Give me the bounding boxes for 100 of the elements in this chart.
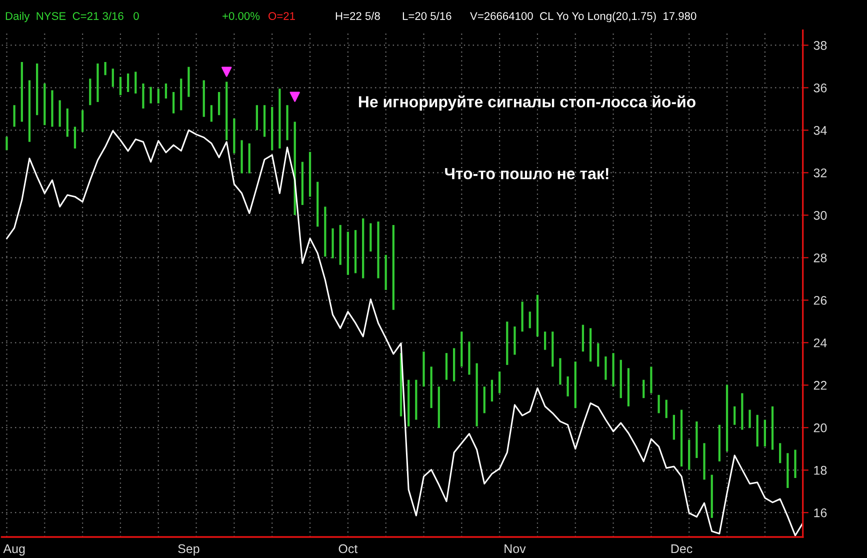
bar: [536, 294, 539, 336]
bar: [104, 62, 106, 76]
bar: [718, 424, 720, 462]
bar: [308, 152, 312, 197]
bar: [316, 182, 319, 227]
bar: [44, 83, 46, 126]
bar: [726, 384, 728, 452]
bar: [278, 88, 281, 148]
bar: [764, 420, 766, 447]
bar: [574, 362, 576, 408]
bar: [490, 380, 494, 402]
bar: [468, 342, 470, 375]
bar: [188, 66, 190, 97]
bar: [688, 440, 690, 470]
bar: [460, 332, 463, 367]
x-tick-label: Sep: [178, 544, 200, 556]
bar: [286, 105, 288, 140]
bar: [210, 105, 213, 122]
bar: [346, 232, 349, 275]
bar: [483, 386, 486, 414]
bar: [786, 453, 789, 488]
bar: [384, 254, 387, 290]
bar: [301, 162, 304, 205]
bar: [150, 86, 152, 104]
bar: [703, 443, 706, 480]
bar: [408, 380, 410, 426]
bar: [498, 372, 501, 394]
bar: [36, 63, 38, 116]
bar: [157, 88, 160, 104]
bar: [672, 414, 676, 440]
bar: [506, 322, 508, 365]
bar: [552, 332, 554, 367]
bar: [263, 105, 266, 137]
bar: [741, 393, 744, 430]
text: O=21: [268, 12, 295, 20]
bar: [6, 136, 8, 150]
y-tick-label: 30: [814, 210, 827, 220]
bar: [354, 230, 357, 274]
y-tick-label: 20: [814, 423, 827, 432]
bar: [794, 450, 796, 478]
bar: [324, 206, 326, 257]
bar: [202, 80, 205, 117]
annotation: Что-то пошло не так!: [445, 168, 608, 180]
x-tick-label: Dec: [671, 544, 692, 554]
bar: [680, 410, 683, 466]
text: V=26664100 CL Yo Yo Long(20,1.75) 17.980: [470, 12, 696, 22]
bar: [240, 140, 243, 174]
x-tick-label: Nov: [504, 544, 526, 554]
bar: [445, 353, 448, 380]
y-tick-label: 34: [814, 126, 827, 135]
bar: [658, 394, 660, 414]
bar: [392, 224, 394, 310]
bar: [453, 348, 456, 382]
y-tick-label: 32: [814, 168, 827, 178]
bar: [627, 368, 630, 406]
bar: [589, 328, 592, 362]
bar: [233, 118, 236, 154]
bar: [142, 83, 144, 109]
bar: [528, 312, 531, 328]
bar: [58, 100, 61, 127]
bar: [756, 414, 758, 447]
bar: [771, 406, 774, 450]
bar: [514, 326, 516, 355]
y-tick-label: 38: [814, 41, 827, 50]
bar: [332, 228, 334, 258]
bar: [81, 110, 84, 132]
bar: [271, 106, 274, 150]
bar: [566, 376, 569, 396]
bar: [248, 143, 250, 174]
text: H=22 5/8: [336, 12, 380, 20]
y-tick-label: 36: [814, 84, 827, 92]
bar: [119, 76, 122, 96]
y-tick-label: 26: [814, 296, 827, 305]
bar: [521, 302, 524, 332]
bar: [604, 356, 607, 380]
text: Daily NYSE C=21 3/16 0: [6, 12, 139, 22]
bar: [180, 78, 182, 110]
bar: [134, 72, 137, 94]
bar: [96, 63, 99, 102]
annotation: Не игнорируйте сигналы стоп-лосса йо-йо: [358, 95, 696, 111]
line-series: [6, 129, 803, 536]
bar: [582, 324, 584, 352]
bar: [650, 366, 652, 394]
text: L=20 5/16: [402, 12, 452, 20]
bar: [112, 68, 114, 87]
bar: [172, 92, 175, 114]
bar: [642, 380, 645, 398]
bar: [164, 83, 168, 99]
bar: [559, 358, 562, 385]
x-tick-label: Aug: [3, 544, 25, 556]
bar: [20, 62, 23, 122]
bar: [665, 400, 668, 418]
bar: [74, 126, 76, 148]
y-tick-label: 24: [814, 338, 827, 348]
bar: [779, 443, 782, 464]
bar: [438, 386, 440, 428]
x-tick-label: Oct: [338, 544, 358, 554]
bar: [28, 80, 31, 142]
bar: [612, 353, 614, 387]
bar: [377, 222, 380, 278]
